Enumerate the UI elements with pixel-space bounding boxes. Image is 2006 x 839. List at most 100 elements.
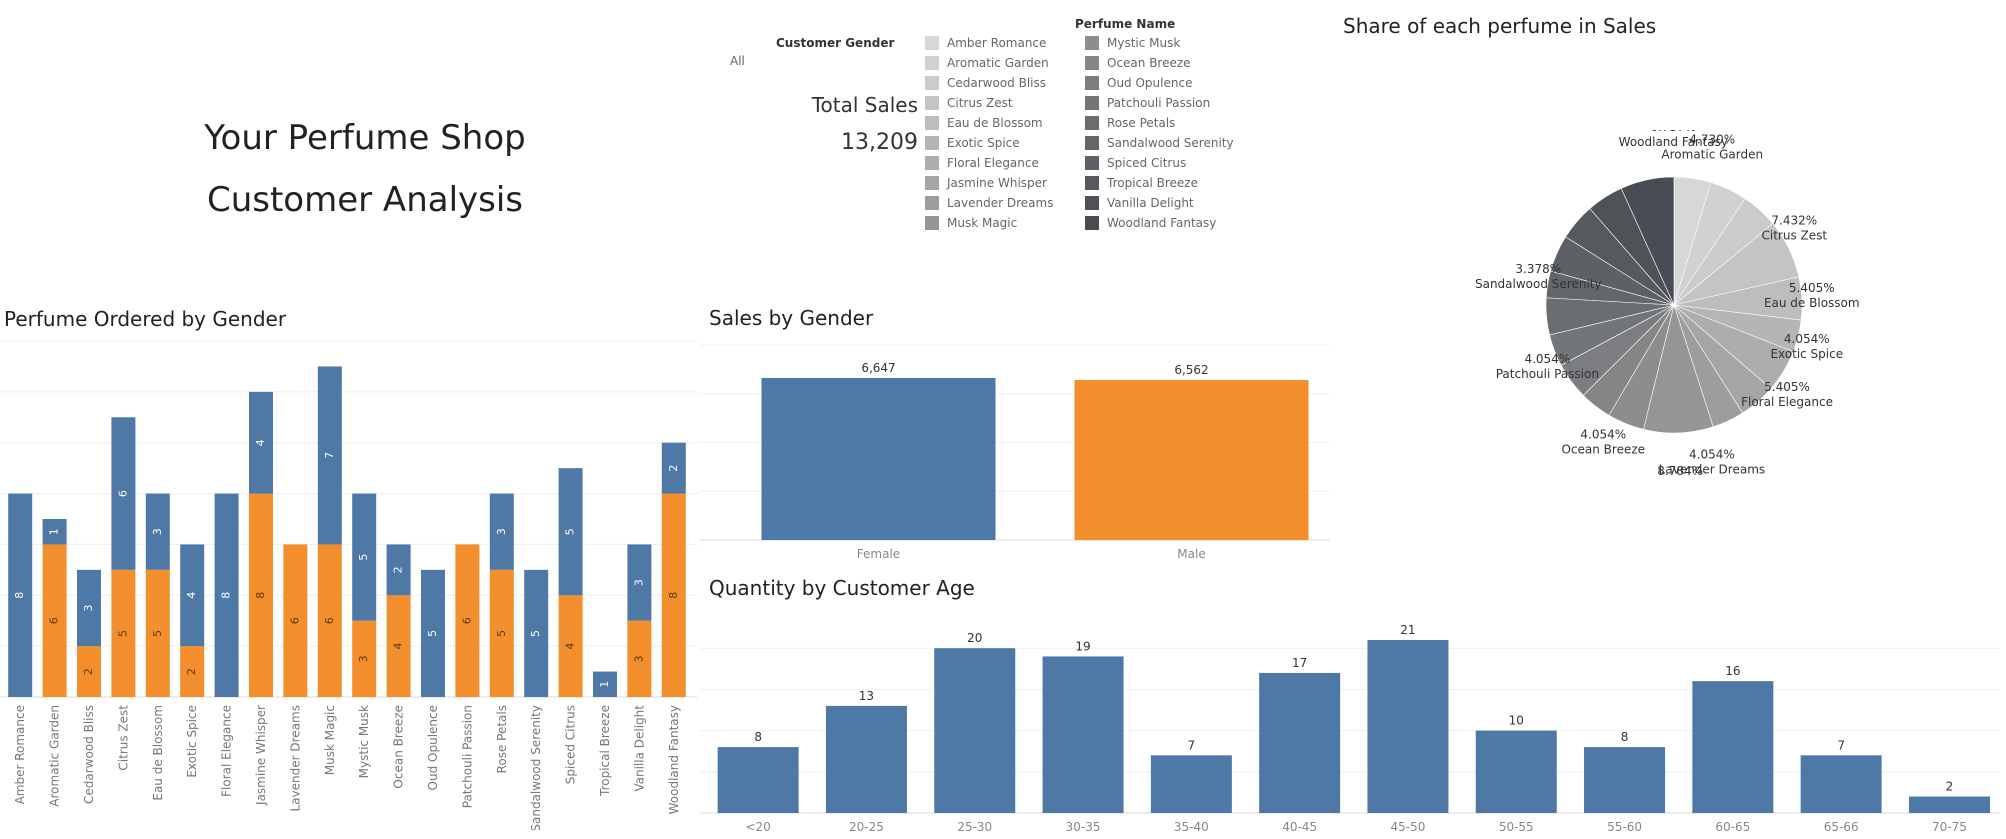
bar-value-label: 2	[185, 668, 198, 675]
bar-age-55-60	[1584, 747, 1666, 813]
legend-item-aromatic-garden[interactable]: Aromatic Garden	[925, 53, 1053, 73]
x-tick-label: Vanilla Delight	[632, 705, 646, 792]
legend-swatch	[1085, 36, 1099, 50]
pie-name-label: Musk Magic	[1645, 479, 1715, 480]
bar-tropical-breeze-female	[593, 671, 617, 697]
pie-percent-label: 4.054%	[1580, 427, 1626, 441]
legend-item-vanilla-delight[interactable]: Vanilla Delight	[1085, 193, 1234, 213]
x-tick-label: Amber Romance	[13, 705, 27, 804]
legend-column-2: Mystic Musk Ocean Breeze Oud Opulence Patch…	[1085, 33, 1234, 233]
legend-swatch	[1085, 216, 1099, 230]
bar-value-label: 5	[529, 630, 542, 637]
bar-value-label: 3	[82, 605, 95, 612]
legend-item-jasmine-whisper[interactable]: Jasmine Whisper	[925, 173, 1053, 193]
x-tick-label: Female	[857, 547, 900, 561]
x-tick-label: 55-60	[1607, 820, 1642, 834]
bar-oud-opulence-female	[421, 569, 445, 697]
dashboard-title-line1: Your Perfume Shop	[204, 118, 526, 158]
legend-item-sandalwood-serenity[interactable]: Sandalwood Serenity	[1085, 133, 1234, 153]
legend-item-musk-magic[interactable]: Musk Magic	[925, 213, 1053, 233]
legend-item-oud-opulence[interactable]: Oud Opulence	[1085, 73, 1234, 93]
total-sales-label: Total Sales	[811, 93, 918, 117]
bar-patchouli-passion-male	[455, 544, 480, 697]
bar-exotic-spice-female	[180, 544, 205, 647]
x-tick-label: Patchouli Passion	[460, 705, 474, 808]
stacked-chart-title: Perfume Ordered by Gender	[4, 307, 287, 331]
legend-swatch	[1085, 176, 1099, 190]
bar-value-label: 5	[495, 630, 508, 637]
gender-filter-dropdown[interactable]: All	[730, 54, 745, 68]
bar-female	[761, 377, 996, 540]
bar-value-label: 8	[13, 592, 26, 599]
legend-label: Aromatic Garden	[947, 56, 1049, 70]
legend-label: Cedarwood Bliss	[947, 76, 1046, 90]
pie-percent-label: 7.432%	[1771, 214, 1817, 228]
legend-label: Eau de Blossom	[947, 116, 1043, 130]
legend-swatch	[1085, 196, 1099, 210]
bar-age-45-50	[1367, 639, 1449, 813]
legend-item-lavender-dreams[interactable]: Lavender Dreams	[925, 193, 1053, 213]
bar-citrus-zest-female	[111, 417, 136, 570]
legend-label: Woodland Fantasy	[1107, 216, 1217, 230]
pie-name-label: Exotic Spice	[1770, 347, 1843, 361]
bar-value-label: 3	[151, 528, 164, 535]
legend-swatch	[925, 76, 939, 90]
legend-item-cedarwood-bliss[interactable]: Cedarwood Bliss	[925, 73, 1053, 93]
bar-spiced-citrus-male	[558, 595, 583, 697]
legend-item-exotic-spice[interactable]: Exotic Spice	[925, 133, 1053, 153]
x-tick-label: Male	[1177, 547, 1205, 561]
legend-swatch	[1085, 156, 1099, 170]
bar-value-label: 6	[323, 617, 336, 624]
pie-name-label: Patchouli Passion	[1496, 367, 1599, 381]
legend-item-floral-elegance[interactable]: Floral Elegance	[925, 153, 1053, 173]
legend-item-mystic-musk[interactable]: Mystic Musk	[1085, 33, 1234, 53]
perfume-gender-stacked-bar-chart: 8 Amber Romance 6 1 Aromatic Garden 2 3 Cedarwo…	[0, 340, 697, 830]
legend-item-patchouli-passion[interactable]: Patchouli Passion	[1085, 93, 1234, 113]
perfume-share-pie-chart: 4.730%Aromatic Garden 7.432%Citrus Zest 5.…	[1475, 130, 1860, 480]
total-sales-value: 13,209	[841, 130, 918, 155]
legend-item-citrus-zest[interactable]: Citrus Zest	[925, 93, 1053, 113]
legend-item-tropical-breeze[interactable]: Tropical Breeze	[1085, 173, 1234, 193]
x-tick-label: Sandalwood Serenity	[529, 705, 543, 830]
legend-label: Musk Magic	[947, 216, 1018, 230]
legend-item-rose-petals[interactable]: Rose Petals	[1085, 113, 1234, 133]
dashboard-title-line2: Customer Analysis	[206, 180, 524, 220]
bar-value-label: 8	[220, 592, 233, 599]
bar-age-70-75	[1908, 796, 1990, 813]
bar-eau-de-blossom-male	[145, 569, 170, 697]
bar-sandalwood-serenity-female	[524, 569, 549, 697]
sales-by-gender-bar-chart: 6,647 Female 6,562 Male	[700, 344, 1330, 561]
bar-eau-de-blossom-female	[145, 493, 170, 570]
x-tick-label: Cedarwood Bliss	[82, 705, 96, 804]
bar-value-label: 6	[288, 617, 301, 624]
legend-label: Vanilla Delight	[1107, 196, 1194, 210]
legend-item-eau-de-blossom[interactable]: Eau de Blossom	[925, 113, 1053, 133]
x-tick-label: Rose Petals	[495, 705, 509, 773]
bar-value-label: 1	[48, 528, 61, 535]
legend-item-amber-romance[interactable]: Amber Romance	[925, 33, 1053, 53]
legend-label: Spiced Citrus	[1107, 156, 1187, 170]
bar-value-label: 7	[323, 452, 336, 459]
x-tick-label: Spiced Citrus	[564, 705, 578, 784]
legend-swatch	[925, 116, 939, 130]
bar-value-label: 20	[967, 631, 982, 645]
legend-swatch	[925, 56, 939, 70]
legend-item-ocean-breeze[interactable]: Ocean Breeze	[1085, 53, 1234, 73]
pie-percent-label: 5.405%	[1789, 281, 1835, 295]
bar-value-label: 3	[357, 655, 370, 662]
legend-item-spiced-citrus[interactable]: Spiced Citrus	[1085, 153, 1234, 173]
x-tick-label: Woodland Fantasy	[667, 705, 681, 814]
bar-age-65-66	[1800, 755, 1882, 813]
bar-value-label: 2	[1946, 780, 1954, 794]
bar-value-label: 8	[754, 730, 762, 744]
pie-percent-label: 6.757%	[1650, 130, 1696, 134]
x-tick-label: 60-65	[1715, 820, 1750, 834]
bar-value-label: 8	[667, 592, 680, 599]
legend-item-woodland-fantasy[interactable]: Woodland Fantasy	[1085, 213, 1234, 233]
x-tick-label: 40-45	[1282, 820, 1317, 834]
x-tick-label: Tropical Breeze	[598, 705, 612, 797]
pie-name-label: Sandalwood Serenity	[1475, 277, 1602, 291]
bar-value-label: 16	[1725, 664, 1740, 678]
legend-label: Lavender Dreams	[947, 196, 1054, 210]
bar-exotic-spice-male	[180, 646, 205, 697]
